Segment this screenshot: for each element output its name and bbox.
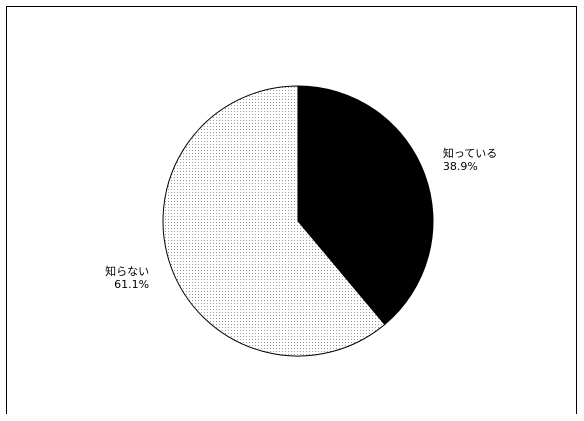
- slice-category-label: 知っている: [443, 146, 497, 160]
- pie-slice: [297, 85, 434, 326]
- slice-value-label: 61.1%: [114, 278, 149, 291]
- slice-category-label: 知らない: [105, 264, 149, 278]
- slice-value-label: 38.9%: [443, 160, 478, 173]
- pie-slice: [162, 85, 386, 357]
